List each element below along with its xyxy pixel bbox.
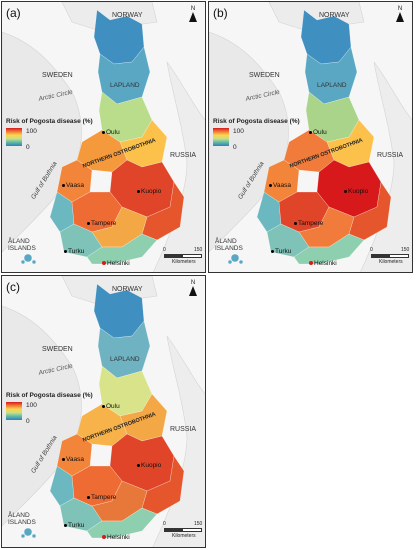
legend: Risk of Pogosta disease (%) 100 0	[6, 118, 93, 151]
map-panel-b: (b) N NORWAY SWEDEN LAPLAND Arctic Circl…	[208, 1, 413, 273]
scale-zero: 0	[370, 247, 373, 253]
finland-risk-map	[2, 2, 205, 272]
city-tampere: Tampere	[87, 220, 116, 227]
city-vaasa: Vaasa	[62, 182, 84, 189]
label-sweden: SWEDEN	[249, 72, 280, 79]
region-uusimaa	[293, 233, 365, 265]
panel-label: (c)	[6, 280, 20, 294]
city-oulu: Oulu	[102, 403, 120, 410]
city-vaasa: Vaasa	[62, 456, 84, 463]
city-tampere: Tampere	[294, 220, 323, 227]
city-kuopio: Kuopio	[137, 188, 161, 195]
region-uusimaa	[86, 507, 158, 539]
legend-max: 100	[26, 128, 37, 135]
city-oulu: Oulu	[309, 129, 327, 136]
city-tampere: Tampere	[87, 494, 116, 501]
city-kuopio: Kuopio	[344, 188, 368, 195]
legend-color-ramp	[213, 128, 229, 146]
city-turku: Turku	[64, 522, 84, 529]
scale-zero: 0	[163, 521, 166, 527]
legend-max: 100	[233, 128, 244, 135]
label-norway: NORWAY	[112, 12, 143, 19]
scale-unit: Kilometers	[172, 259, 196, 265]
scale-bar: 0 150 Kilometers	[163, 521, 202, 539]
label-norway: NORWAY	[112, 286, 143, 293]
north-arrow-icon: N	[187, 280, 199, 296]
finland-risk-map	[2, 276, 205, 547]
city-turku: Turku	[271, 248, 291, 255]
label-sweden: SWEDEN	[42, 346, 73, 353]
legend: Risk of Pogosta disease (%) 100 0	[6, 392, 93, 425]
label-lapland: LAPLAND	[110, 356, 140, 363]
map-panel-c: (c) N NORWAY SWEDEN LAPLAND Arctic Circl…	[1, 275, 206, 548]
north-label: N	[190, 280, 196, 286]
north-arrow-icon: N	[187, 6, 199, 22]
city-kuopio: Kuopio	[137, 462, 161, 469]
label-norway: NORWAY	[319, 12, 350, 19]
city-oulu: Oulu	[102, 129, 120, 136]
scale-bar: 0 150 Kilometers	[370, 247, 409, 265]
finland-risk-map	[209, 2, 412, 272]
label-aland-islands: ÅLAND ISLANDS	[8, 512, 36, 526]
legend-title: Risk of Pogosta disease (%)	[6, 118, 93, 125]
region-lapland-south	[97, 320, 151, 379]
label-russia: RUSSIA	[170, 152, 197, 159]
region-lapland-south	[304, 46, 358, 105]
scale-max: 150	[194, 247, 203, 253]
legend-min: 0	[233, 144, 237, 151]
label-russia: RUSSIA	[170, 426, 197, 433]
label-aland-islands: ÅLAND ISLANDS	[8, 238, 36, 252]
legend-color-ramp	[6, 128, 22, 146]
legend-title: Risk of Pogosta disease (%)	[6, 392, 93, 399]
legend-max: 100	[26, 402, 37, 409]
panel-label: (b)	[213, 6, 228, 20]
city-turku: Turku	[64, 248, 84, 255]
label-russia: RUSSIA	[377, 152, 404, 159]
label-aland-islands: ÅLAND ISLANDS	[215, 238, 243, 252]
label-lapland: LAPLAND	[110, 82, 140, 89]
label-sweden: SWEDEN	[42, 72, 73, 79]
scale-unit: Kilometers	[172, 533, 196, 539]
label-lapland: LAPLAND	[317, 82, 347, 89]
north-label: N	[190, 6, 196, 12]
legend: Risk of Pogosta disease (%) 100 0	[213, 118, 300, 151]
legend-title: Risk of Pogosta disease (%)	[213, 118, 300, 125]
region-uusimaa	[86, 233, 158, 265]
legend-color-ramp	[6, 402, 22, 420]
legend-min: 0	[26, 418, 30, 425]
city-helsinki: Helsinki	[102, 534, 130, 541]
city-vaasa: Vaasa	[269, 182, 291, 189]
scale-bar: 0 150 Kilometers	[163, 247, 202, 265]
north-arrow-icon: N	[394, 6, 406, 22]
scale-unit: Kilometers	[379, 259, 403, 265]
map-panel-a: (a) N NORWAY SWEDEN LAPLAND Arctic Circl…	[1, 1, 206, 273]
legend-min: 0	[26, 144, 30, 151]
region-lapland-south	[97, 46, 151, 105]
scale-zero: 0	[163, 247, 166, 253]
scale-max: 150	[194, 521, 203, 527]
panel-label: (a)	[6, 6, 21, 20]
north-label: N	[397, 6, 403, 12]
scale-max: 150	[401, 247, 410, 253]
city-helsinki: Helsinki	[309, 260, 337, 267]
city-helsinki: Helsinki	[102, 260, 130, 267]
